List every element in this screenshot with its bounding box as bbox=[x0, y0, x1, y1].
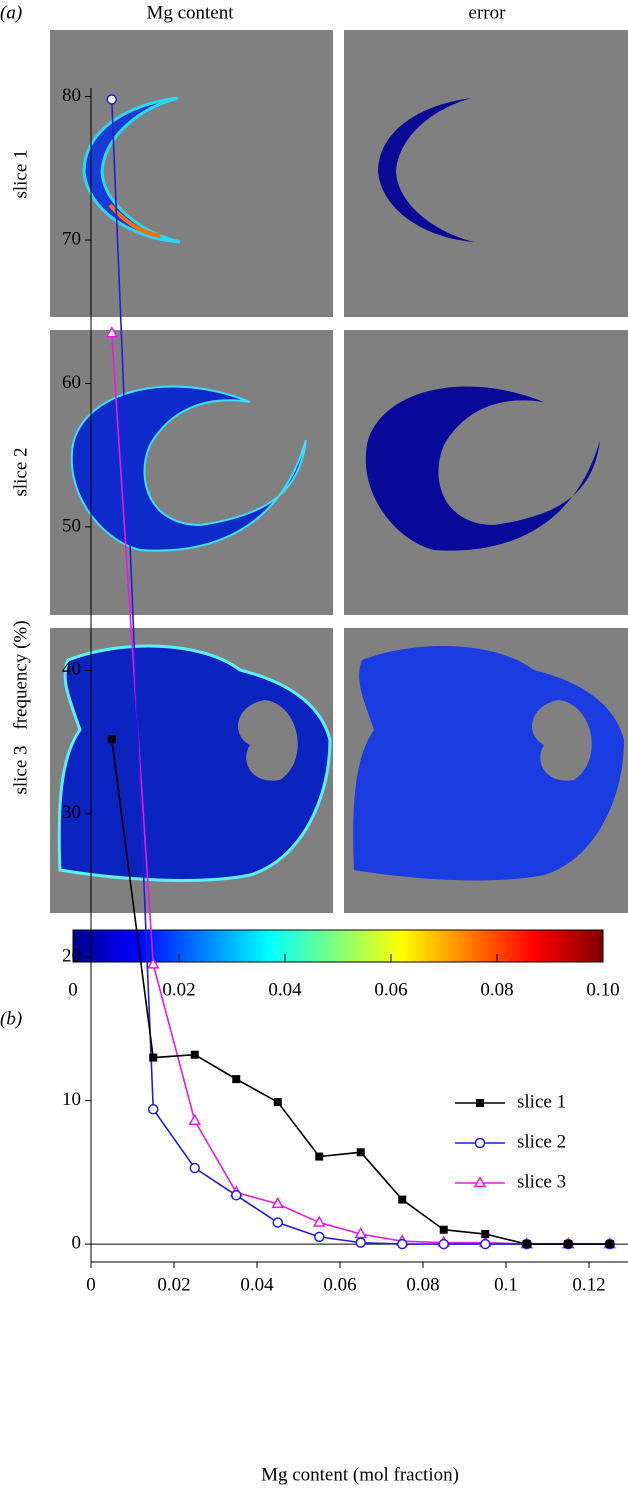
data-point bbox=[313, 1231, 325, 1243]
y-tick-label: 30 bbox=[62, 802, 81, 823]
legend-label: slice 2 bbox=[517, 1131, 566, 1152]
data-point bbox=[605, 1240, 614, 1249]
colorbar-tick-label: 0.06 bbox=[374, 979, 407, 1000]
y-axis-label: frequency (%) bbox=[10, 620, 31, 729]
data-point bbox=[272, 1217, 283, 1228]
data-point bbox=[147, 1103, 159, 1115]
data-point bbox=[438, 1238, 449, 1250]
data-point bbox=[146, 957, 160, 969]
data-point bbox=[232, 1075, 241, 1084]
x-axis-label: Mg content (mol fraction) bbox=[261, 1464, 459, 1485]
data-point bbox=[355, 1237, 366, 1248]
x-tick-label: 0 bbox=[86, 1274, 96, 1295]
y-tick-label: 70 bbox=[62, 228, 81, 249]
region bbox=[70, 385, 307, 552]
row-label: slice 2 bbox=[10, 447, 31, 496]
region bbox=[378, 98, 474, 242]
data-point bbox=[481, 1230, 490, 1239]
row-label: slice 1 bbox=[10, 149, 31, 198]
data-point bbox=[439, 1225, 448, 1234]
data-point bbox=[271, 1196, 285, 1209]
x-tick-label: 0.12 bbox=[572, 1274, 605, 1295]
x-tick-label: 0.06 bbox=[323, 1274, 356, 1295]
region bbox=[82, 96, 181, 244]
data-point bbox=[107, 735, 116, 744]
data-point bbox=[312, 1215, 326, 1227]
map-images bbox=[50, 30, 628, 913]
y-tick-label: 60 bbox=[62, 372, 81, 393]
data-point bbox=[189, 1162, 200, 1174]
legend-marker bbox=[473, 1175, 487, 1188]
colorbar-tick-label: 0.10 bbox=[586, 979, 619, 1000]
data-point bbox=[398, 1195, 407, 1204]
colorbar-tick-label: 0.04 bbox=[268, 979, 302, 1000]
legend-label: slice 1 bbox=[517, 1091, 566, 1112]
data-point bbox=[105, 326, 119, 338]
legend-marker bbox=[476, 1099, 484, 1107]
panel-label: (b) bbox=[0, 1008, 22, 1029]
data-point bbox=[315, 1152, 324, 1161]
region bbox=[238, 700, 298, 781]
legend-label: slice 3 bbox=[517, 1171, 566, 1192]
colorbar-tick-label: 0 bbox=[68, 979, 78, 1000]
data-point bbox=[273, 1098, 282, 1107]
x-tick-label: 0.1 bbox=[494, 1274, 518, 1295]
column-title: Mg content bbox=[146, 2, 234, 23]
panel-label: (a) bbox=[0, 2, 22, 23]
y-tick-label: 20 bbox=[62, 946, 81, 967]
y-tick-label: 10 bbox=[62, 1089, 81, 1110]
data-point bbox=[396, 1238, 408, 1250]
row-label: slice 3 bbox=[10, 745, 31, 794]
y-tick-label: 40 bbox=[62, 659, 81, 680]
data-point bbox=[479, 1238, 491, 1250]
data-point bbox=[522, 1240, 531, 1249]
colorbar bbox=[72, 929, 604, 963]
region bbox=[365, 386, 600, 551]
data-point bbox=[190, 1050, 199, 1059]
data-point bbox=[106, 94, 117, 105]
region bbox=[108, 203, 161, 238]
data-point bbox=[564, 1240, 573, 1249]
region bbox=[532, 700, 592, 781]
x-tick-label: 0.02 bbox=[157, 1274, 190, 1295]
data-point bbox=[149, 1053, 158, 1062]
colorbar-tick-label: 0.08 bbox=[480, 979, 513, 1000]
y-tick-label: 80 bbox=[62, 85, 81, 106]
data-point bbox=[356, 1148, 365, 1157]
y-tick-label: 50 bbox=[62, 515, 81, 536]
data-point bbox=[188, 1113, 202, 1125]
y-tick-label: 0 bbox=[72, 1232, 82, 1253]
colorbar-tick-label: 0.02 bbox=[162, 979, 195, 1000]
legend-marker bbox=[474, 1137, 486, 1149]
x-tick-label: 0.04 bbox=[240, 1274, 274, 1295]
column-title: error bbox=[469, 2, 507, 23]
data-point bbox=[230, 1190, 242, 1201]
x-tick-label: 0.08 bbox=[406, 1274, 439, 1295]
